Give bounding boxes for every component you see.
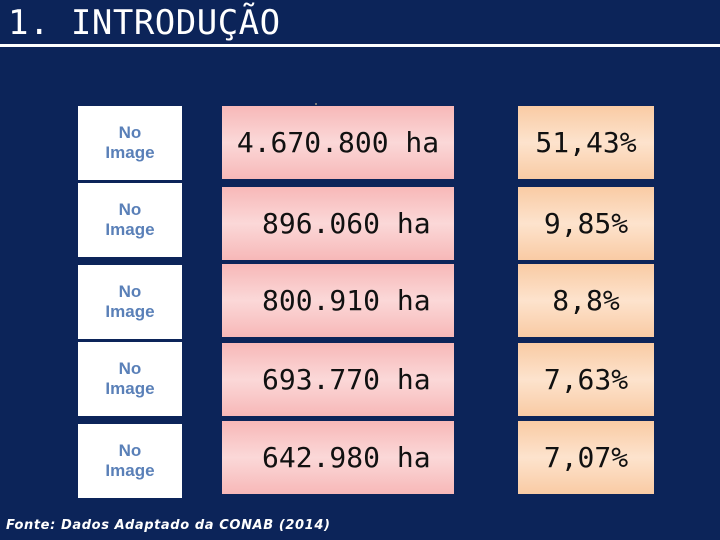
placeholder-label: No Image	[105, 282, 155, 321]
placeholder-label: No Image	[105, 123, 155, 162]
image-placeholder: No Image	[78, 183, 182, 257]
area-cell: 693.770 ha	[222, 343, 454, 416]
image-placeholder: No Image	[78, 342, 182, 416]
placeholder-label: No Image	[105, 359, 155, 398]
title-bar: 1. INTRODUÇÃO	[0, 0, 720, 47]
area-cell: 800.910 ha	[222, 264, 454, 337]
area-cell: 642.980 ha	[222, 421, 454, 494]
area-cell: 4.670.800 ha	[222, 106, 454, 179]
percent-cell: 51,43%	[518, 106, 654, 179]
source-caption: Fonte: Dados Adaptado da CONAB (2014)	[6, 518, 331, 533]
percent-cell: 8,8%	[518, 264, 654, 337]
image-placeholder: No Image	[78, 265, 182, 339]
percent-cell: 9,85%	[518, 187, 654, 260]
percent-cell: 7,63%	[518, 343, 654, 416]
image-placeholder: No Image	[78, 424, 182, 498]
title-divider	[0, 44, 720, 47]
percent-cell: 7,07%	[518, 421, 654, 494]
area-cell: 896.060 ha	[222, 187, 454, 260]
placeholder-label: No Image	[105, 200, 155, 239]
page-title: 1. INTRODUÇÃO	[8, 3, 281, 43]
divider-mark	[315, 103, 317, 105]
placeholder-label: No Image	[105, 441, 155, 480]
image-placeholder: No Image	[78, 106, 182, 180]
